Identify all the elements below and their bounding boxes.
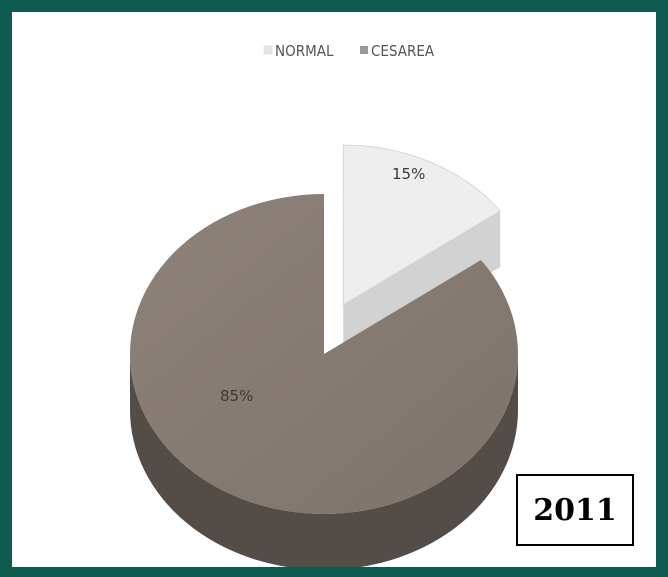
legend-swatch-normal — [263, 45, 273, 55]
pie-slice-cesarea — [129, 194, 519, 567]
year-label: 2011 — [516, 474, 634, 546]
pie-layer — [129, 144, 519, 567]
legend-label-normal: NORMAL — [275, 42, 334, 60]
pie-top — [342, 144, 501, 306]
pie-chart: NORMAL CESAREA 15% 85% — [129, 42, 519, 567]
legend: NORMAL CESAREA — [263, 42, 435, 60]
legend-label-cesarea: CESAREA — [371, 42, 435, 60]
chart-frame: NORMAL CESAREA 15% 85% 2011 — [12, 12, 656, 567]
pie-wall — [130, 354, 518, 567]
pie-top — [129, 194, 519, 514]
data-label-cesarea: 85% — [220, 387, 253, 405]
legend-swatch-cesarea — [360, 46, 368, 54]
data-label-normal: 15% — [392, 165, 425, 183]
